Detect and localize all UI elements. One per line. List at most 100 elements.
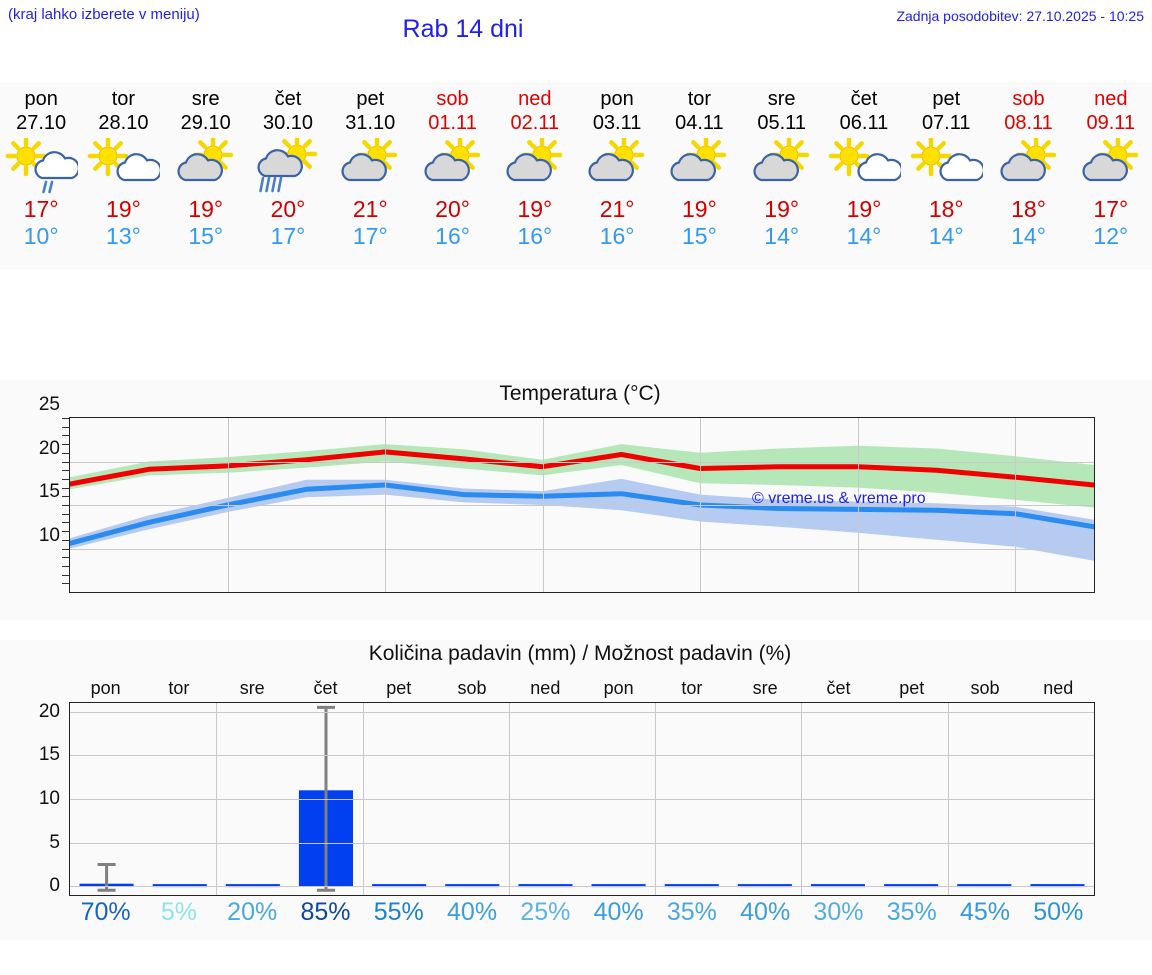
precipitation-y-tick-label: 10 xyxy=(38,788,60,809)
gridline-horizontal xyxy=(70,505,1094,506)
precipitation-probability-value: 5% xyxy=(160,898,197,926)
day-column[interactable]: pon 27.10 17° 10° xyxy=(0,82,82,270)
day-name: pet xyxy=(932,88,961,110)
temperature-axis-tick xyxy=(62,574,69,576)
day-column[interactable]: ned 02.11 19° 16° xyxy=(494,82,576,270)
cloud-sun-icon xyxy=(333,134,407,194)
gridline-horizontal xyxy=(70,548,1094,550)
cloud-sun-icon xyxy=(745,134,819,194)
day-max-temperature: 17° xyxy=(23,196,59,222)
day-column[interactable]: tor 28.10 19° 13° xyxy=(82,82,164,270)
gridline-horizontal xyxy=(70,842,1094,844)
menu-hint-text: (kraj lahko izberete v meniju) xyxy=(8,6,200,23)
cloud-sun-icon xyxy=(169,134,243,194)
precipitation-y-tick-label: 15 xyxy=(38,744,60,766)
precipitation-probability-value: 70% xyxy=(80,898,131,926)
page-title: Rab 14 dni xyxy=(402,15,524,43)
precipitation-day-label: sre xyxy=(752,678,778,698)
temperature-chart-title: Temperatura (°C) xyxy=(499,382,661,405)
day-date: 04.11 xyxy=(675,112,724,134)
precipitation-chart-panel: Količina padavin (mm) / Možnost padavin … xyxy=(0,640,1152,940)
day-date: 03.11 xyxy=(592,112,642,134)
temperature-axis-tick xyxy=(62,496,69,498)
temperature-axis-tick xyxy=(62,478,69,480)
day-column[interactable]: sob 01.11 20° 16° xyxy=(411,82,493,270)
gridline-vertical xyxy=(362,703,364,895)
precipitation-y-tick-label: 0 xyxy=(49,875,60,897)
day-column[interactable]: sob 08.11 18° 14° xyxy=(987,82,1069,270)
day-date: 02.11 xyxy=(510,112,560,134)
precipitation-day-label: pet xyxy=(386,678,412,698)
gridline-vertical xyxy=(227,418,229,592)
day-column[interactable]: pet 07.11 18° 14° xyxy=(905,82,987,270)
day-date: 05.11 xyxy=(757,112,806,134)
temperature-axis-tick xyxy=(62,565,69,567)
day-min-temperature: 17° xyxy=(270,223,306,249)
precipitation-day-labels: pon tor sre čet pet sob ned pon tor sre čet pet sob n… xyxy=(69,678,1095,699)
day-column[interactable]: čet 06.11 19° 14° xyxy=(823,82,905,270)
temperature-axis-tick xyxy=(62,583,69,585)
temperature-axis-tick xyxy=(62,461,69,463)
precipitation-day-label: pon xyxy=(603,678,634,698)
gridline-vertical xyxy=(700,418,702,592)
gridline-horizontal xyxy=(70,799,1094,800)
day-column[interactable]: čet 30.10 20° 17° xyxy=(247,82,329,270)
precipitation-day-label: sob xyxy=(970,678,1000,698)
temperature-axis-tick xyxy=(62,418,69,419)
gridline-vertical xyxy=(542,418,544,592)
day-min-temperature: 14° xyxy=(764,223,800,249)
cloud-sun-icon xyxy=(416,134,490,194)
day-column[interactable]: ned 09.11 17° 12° xyxy=(1070,82,1152,270)
day-name: sob xyxy=(436,88,469,110)
day-max-temperature: 20° xyxy=(270,196,306,222)
temperature-axis-tick xyxy=(62,539,69,541)
precipitation-probability-value: 55% xyxy=(373,898,424,926)
sun-cloud-icon xyxy=(827,135,903,194)
precipitation-probability-value: 45% xyxy=(959,898,1011,926)
precipitation-probability-value: 40% xyxy=(593,898,644,926)
precipitation-probability-value: 40% xyxy=(740,898,791,926)
sun-cloud-icon xyxy=(86,135,163,194)
precipitation-day-label: sre xyxy=(239,678,265,698)
day-min-temperature: 16° xyxy=(599,223,635,249)
gridline-vertical xyxy=(655,703,657,895)
gridline-horizontal xyxy=(70,886,1094,888)
temperature-y-tick-label: 10 xyxy=(38,524,60,546)
day-name: sob xyxy=(1012,88,1045,110)
temperature-axis-tick xyxy=(62,531,69,533)
cloud-sun-icon xyxy=(498,134,572,194)
precipitation-chart-title: Količina padavin (mm) / Možnost padavin … xyxy=(368,642,792,665)
day-max-temperature: 19° xyxy=(846,196,882,222)
last-updated-text: Zadnja posodobitev: 27.10.2025 - 10:25 xyxy=(896,8,1144,24)
day-name: tor xyxy=(687,88,712,110)
day-column[interactable]: sre 05.11 19° 14° xyxy=(741,82,823,270)
day-min-temperature: 15° xyxy=(188,223,224,249)
temperature-chart-panel: Temperatura (°C) 10 15 20 25 © vreme.us & v… xyxy=(0,380,1152,620)
precipitation-probability-value: 35% xyxy=(886,898,937,926)
day-date: 31.10 xyxy=(345,112,396,134)
precipitation-day-label: sob xyxy=(457,678,487,698)
gridline-horizontal xyxy=(70,755,1094,757)
gridline-vertical xyxy=(947,703,949,895)
copyright-watermark: © vreme.us & vreme.pro xyxy=(752,490,926,507)
temperature-axis-tick xyxy=(62,444,69,446)
day-min-temperature: 10° xyxy=(23,223,59,249)
day-name: pet xyxy=(356,88,385,110)
precipitation-day-label: pon xyxy=(90,678,121,698)
gridline-horizontal xyxy=(70,461,1094,463)
day-column[interactable]: tor 04.11 19° 15° xyxy=(658,82,740,270)
day-date: 29.10 xyxy=(180,112,231,134)
temperature-axis-tick xyxy=(62,548,69,550)
temperature-axis-tick xyxy=(62,513,69,515)
temperature-axis-tick xyxy=(62,452,69,454)
day-column[interactable]: sre 29.10 19° 15° xyxy=(165,82,247,270)
gridline-vertical xyxy=(385,418,387,592)
cloud-sun-icon xyxy=(1074,134,1148,194)
day-date: 09.11 xyxy=(1086,112,1136,134)
temperature-y-tick-label: 25 xyxy=(38,394,60,415)
day-date: 06.11 xyxy=(839,112,889,134)
temperature-series-svg xyxy=(70,444,1094,561)
precipitation-day-label: pet xyxy=(899,678,925,698)
day-column[interactable]: pet 31.10 21° 17° xyxy=(329,82,411,270)
day-column[interactable]: pon 03.11 21° 16° xyxy=(576,82,658,270)
